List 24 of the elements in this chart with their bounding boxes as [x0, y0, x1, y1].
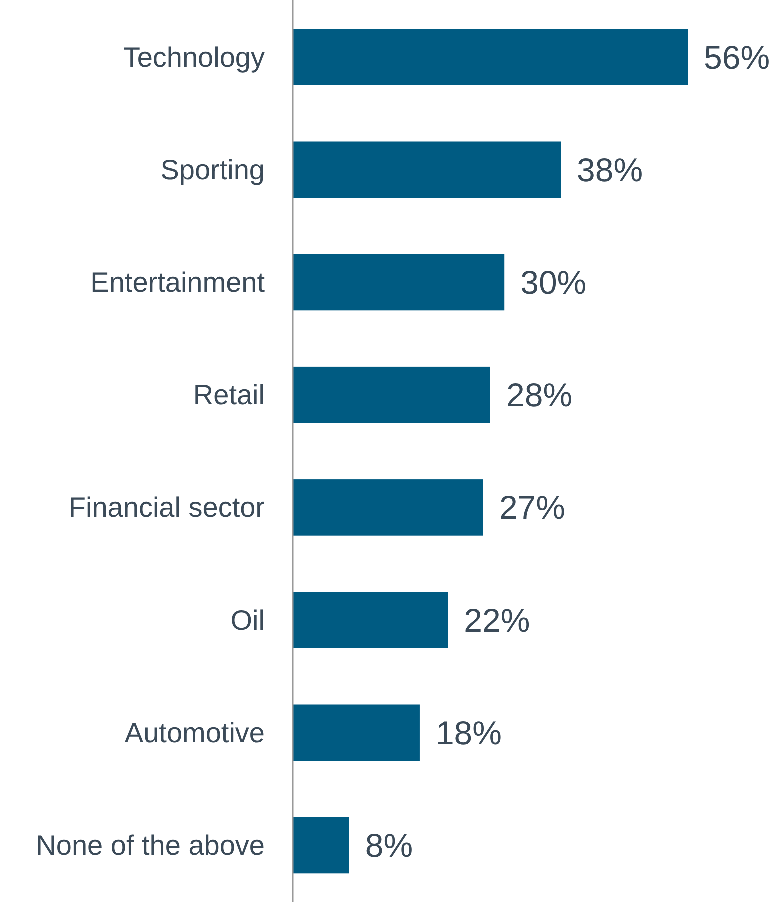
data-label: 56%	[704, 38, 770, 76]
y-tick-label: Retail	[193, 380, 265, 411]
data-label: 28%	[506, 376, 573, 414]
data-label: 38%	[577, 151, 644, 188]
bar	[293, 817, 350, 874]
y-tick-label: Sporting	[160, 154, 265, 186]
data-label: 8%	[365, 827, 414, 864]
bar	[293, 592, 448, 648]
y-tick-label: Entertainment	[90, 267, 266, 298]
bar	[293, 29, 688, 86]
y-tick-label: Oil	[230, 604, 265, 636]
y-tick-label: None of the above	[36, 830, 265, 861]
data-label: 22%	[464, 602, 530, 639]
bar	[293, 366, 490, 424]
data-label: 18%	[436, 714, 502, 752]
bar	[293, 142, 562, 198]
bar	[293, 254, 505, 311]
bar	[293, 704, 420, 762]
bar	[293, 480, 484, 536]
y-tick-label: Technology	[123, 42, 265, 73]
y-tick-label: Automotive	[124, 717, 265, 748]
y-tick-label: Financial sector	[68, 492, 265, 524]
data-label: 27%	[499, 489, 566, 526]
data-label: 30%	[520, 264, 587, 301]
